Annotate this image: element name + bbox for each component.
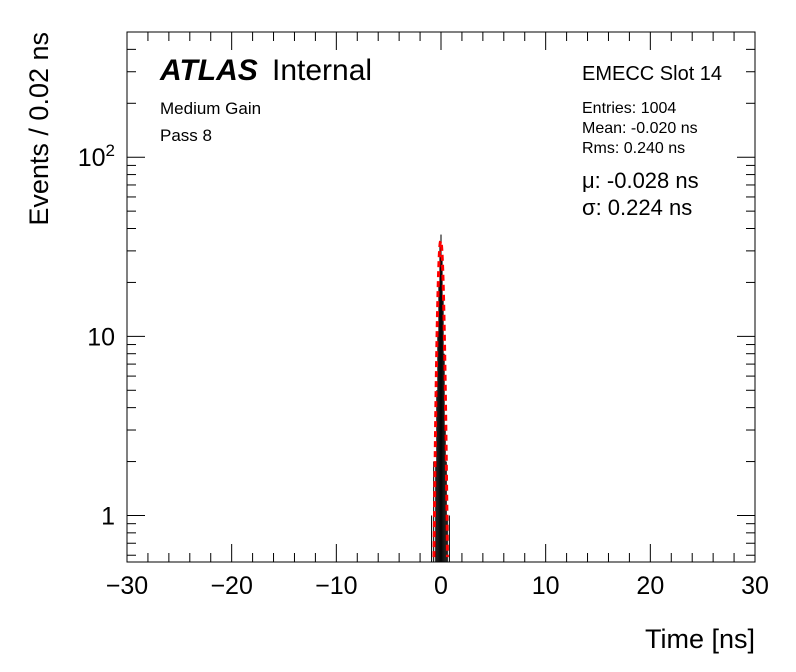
histogram-bar [437, 336, 439, 562]
atlas-label: ATLAS [159, 54, 258, 87]
histogram-bar [440, 234, 442, 562]
internal-label: Internal [272, 54, 372, 87]
x-axis-tick-labels: −30 −20 −10 0 10 20 30 [106, 572, 769, 600]
slot-label: EMECC Slot 14 [582, 63, 722, 85]
x-tick-label: −10 [315, 572, 357, 600]
histogram-bar [444, 430, 446, 562]
fit-mu-label: μ: -0.028 ns [582, 168, 699, 193]
x-tick-label: −20 [210, 572, 252, 600]
histogram-bar [436, 390, 438, 562]
y-axis-label: Events / 0.02 ns [24, 32, 54, 226]
histogram-bars [431, 234, 450, 562]
x-tick-label: 10 [532, 572, 560, 600]
x-tick-label: 0 [434, 572, 448, 600]
histogram-bar [439, 243, 441, 562]
entries-stat: Entries: 1004 [582, 100, 676, 117]
mean-stat: Mean: -0.020 ns [582, 120, 698, 137]
x-axis-ticks [126, 32, 756, 562]
x-axis-label: Time [ns] [645, 624, 755, 654]
histogram-bar [445, 461, 447, 562]
y-tick-label: 10 [87, 323, 115, 351]
x-tick-label: −30 [106, 572, 148, 600]
gaussian-fit-curve [432, 239, 449, 558]
x-tick-label: 30 [741, 572, 769, 600]
pass-label: Pass 8 [160, 126, 212, 145]
y-tick-label: 102 [78, 141, 115, 172]
y-axis-tick-labels: 1 10 102 [78, 141, 115, 530]
y-axis-ticks [127, 31, 755, 556]
gain-label: Medium Gain [160, 99, 261, 118]
histogram-bar [431, 515, 433, 562]
histogram-bar [438, 282, 440, 562]
histogram-bar [442, 299, 444, 562]
histogram-bar [441, 259, 443, 562]
x-tick-label: 20 [636, 572, 664, 600]
histogram-bar [443, 353, 445, 562]
fit-sigma-label: σ: 0.224 ns [582, 195, 692, 220]
histogram-bar [448, 515, 450, 562]
y-tick-label: 1 [101, 502, 115, 530]
rms-stat: Rms: 0.240 ns [582, 140, 685, 157]
